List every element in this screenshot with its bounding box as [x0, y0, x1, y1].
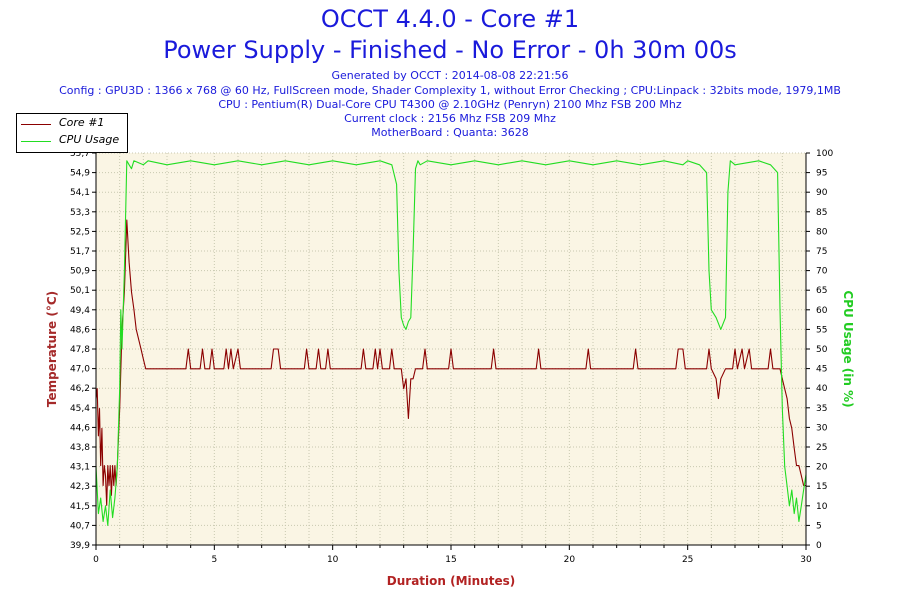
- y-right-tick-label: 85: [816, 208, 827, 218]
- series-cpu-usage-line: [95, 160, 807, 526]
- y-left-tick-label: 47,8: [70, 345, 90, 355]
- x-axis-label: Duration (Minutes): [387, 574, 515, 588]
- info-cpu: CPU : Pentium(R) Dual-Core CPU T4300 @ 2…: [218, 98, 682, 111]
- y-right-tick-label: 40: [816, 384, 828, 394]
- y-left-tick-label: 45,4: [70, 404, 90, 414]
- y-right-tick-label: 15: [816, 482, 827, 492]
- y-left-tick-label: 39,9: [70, 541, 90, 551]
- y-right-tick-label: 35: [816, 404, 827, 414]
- y-left-tick-label: 54,1: [70, 188, 90, 198]
- y-right-tick-label: 80: [816, 227, 828, 237]
- y-left-tick-label: 44,6: [70, 423, 90, 433]
- y-right-tick-label: 90: [816, 188, 828, 198]
- y-left-tick-label: 53,3: [70, 208, 90, 218]
- x-tick-label: 0: [93, 555, 99, 565]
- legend: Core #1 CPU Usage: [16, 113, 128, 153]
- y-right-tick-label: 75: [816, 247, 827, 257]
- y-right-tick-label: 45: [816, 365, 827, 375]
- y-left-tick-label: 52,5: [70, 227, 90, 237]
- legend-label-core1: Core #1: [59, 116, 105, 129]
- y-right-tick-label: 55: [816, 325, 827, 335]
- y-right-tick-label: 5: [816, 521, 822, 531]
- x-tick-label: 20: [564, 555, 576, 565]
- y-left-tick-label: 50,1: [70, 286, 90, 296]
- y-right-tick-label: 10: [816, 502, 828, 512]
- legend-item-core1: Core #1: [21, 116, 125, 132]
- legend-swatch-cpu-usage: [21, 141, 51, 142]
- chart-title: OCCT 4.4.0 - Core #1: [320, 5, 580, 33]
- y-left-tick-label: 43,1: [70, 463, 90, 473]
- y-right-tick-label: 0: [816, 541, 822, 551]
- y-axis-right-label: CPU Usage (in %): [841, 290, 855, 407]
- y-right-tick-label: 20: [816, 463, 828, 473]
- y-right-tick-label: 100: [816, 149, 833, 159]
- y-right-tick-label: 95: [816, 169, 827, 179]
- y-right-tick-label: 30: [816, 423, 828, 433]
- series-layer: [95, 160, 807, 526]
- y-right-tick-label: 60: [816, 306, 828, 316]
- y-left-tick-label: 40,7: [70, 521, 90, 531]
- y-left-tick-label: 48,6: [70, 325, 90, 335]
- x-tick-label: 15: [445, 555, 456, 565]
- ticks: 39,9 40,7 41,5 42,3 43,1 43,8 44,6 45,4 46,2 47,0…: [70, 149, 833, 565]
- y-left-tick-label: 55,7: [70, 149, 90, 159]
- x-tick-label: 10: [327, 555, 339, 565]
- y-left-tick-label: 47,0: [70, 365, 90, 375]
- y-left-tick-label: 50,9: [70, 267, 90, 277]
- x-tick-label: 30: [800, 555, 812, 565]
- y-right-tick-label: 65: [816, 286, 827, 296]
- y-right-tick-label: 25: [816, 443, 827, 453]
- legend-label-cpu-usage: CPU Usage: [59, 133, 120, 146]
- y-left-tick-label: 49,4: [70, 306, 90, 316]
- info-motherboard: MotherBoard : Quanta: 3628: [371, 126, 529, 139]
- chart-subtitle: Power Supply - Finished - No Error - 0h …: [163, 36, 737, 64]
- y-left-tick-label: 51,7: [70, 247, 90, 257]
- y-left-tick-label: 41,5: [70, 502, 90, 512]
- legend-swatch-core1: [21, 124, 51, 125]
- series-core1-line: [95, 219, 806, 506]
- info-generated: Generated by OCCT : 2014-08-08 22:21:56: [331, 69, 569, 82]
- y-left-tick-label: 43,8: [70, 443, 90, 453]
- y-left-tick-label: 54,9: [70, 169, 90, 179]
- info-clock: Current clock : 2156 Mhz FSB 209 Mhz: [344, 112, 556, 125]
- x-tick-label: 5: [211, 555, 217, 565]
- y-right-tick-label: 70: [816, 267, 828, 277]
- y-left-tick-label: 46,2: [70, 384, 90, 394]
- y-left-tick-label: 42,3: [70, 482, 90, 492]
- y-axis-left-label: Temperature (°C): [45, 291, 59, 407]
- legend-item-cpu-usage: CPU Usage: [21, 133, 125, 149]
- x-tick-label: 25: [682, 555, 693, 565]
- info-config: Config : GPU3D : 1366 x 768 @ 60 Hz, Ful…: [59, 84, 841, 97]
- y-right-tick-label: 50: [816, 345, 828, 355]
